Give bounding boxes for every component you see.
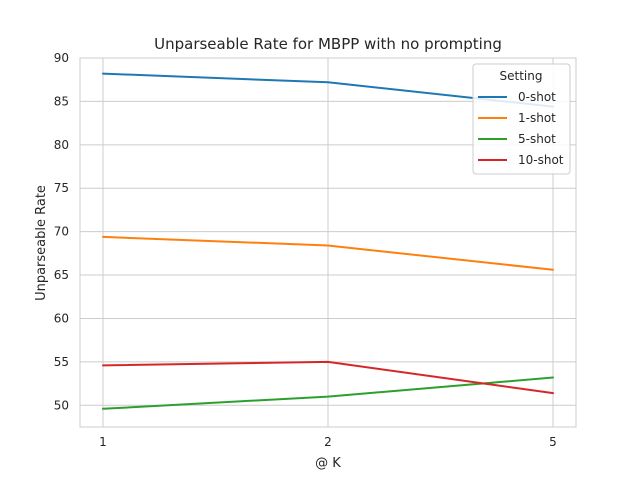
legend-label: 10-shot	[518, 153, 564, 167]
y-tick-label: 55	[54, 355, 69, 369]
x-tick-label: 2	[324, 435, 332, 449]
y-tick-label: 75	[54, 181, 69, 195]
chart-title: Unparseable Rate for MBPP with no prompt…	[154, 35, 502, 53]
y-tick-label: 50	[54, 398, 69, 412]
legend-label: 0-shot	[518, 90, 556, 104]
x-tick-label: 1	[99, 435, 107, 449]
series-lines	[102, 72, 554, 410]
x-tick-label: 5	[549, 435, 557, 449]
series-line	[102, 360, 554, 395]
x-axis-ticks: 1 2 5	[99, 435, 557, 449]
legend-label: 5-shot	[518, 132, 556, 146]
legend-item: 1-shot	[478, 111, 556, 125]
y-tick-label: 80	[54, 138, 69, 152]
legend-title: Setting	[500, 69, 543, 83]
y-tick-label: 70	[54, 225, 69, 239]
y-axis-label: Unparseable Rate	[34, 185, 49, 301]
y-tick-label: 60	[54, 311, 69, 325]
y-tick-label: 90	[54, 51, 69, 65]
legend-item: 5-shot	[478, 132, 556, 146]
y-tick-label: 85	[54, 94, 69, 108]
series-5-shot	[102, 376, 554, 410]
legend-item: 0-shot	[478, 90, 556, 104]
y-tick-label: 65	[54, 268, 69, 282]
x-axis-label: @ K	[315, 456, 341, 471]
plot-area-frame	[79, 57, 577, 428]
series-10-shot	[102, 360, 554, 395]
series-1-shot	[102, 235, 554, 271]
legend: Setting 0-shot 1-shot 5-shot 10-shot	[472, 63, 571, 175]
series-line	[102, 235, 554, 271]
legend-box	[472, 63, 571, 175]
y-axis-ticks: 50 55 60 65 70 75 80 85 90	[54, 51, 69, 412]
series-line	[102, 376, 554, 410]
legend-item: 10-shot	[478, 153, 564, 167]
legend-label: 1-shot	[518, 111, 556, 125]
